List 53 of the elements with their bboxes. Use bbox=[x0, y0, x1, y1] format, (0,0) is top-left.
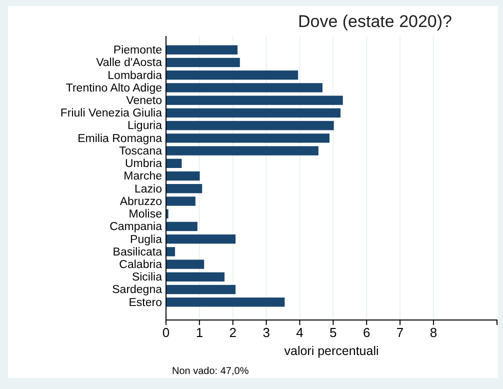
bar bbox=[166, 196, 196, 206]
y-tick-label: Trentino Alto Adige bbox=[66, 82, 162, 94]
x-tick-label: 6 bbox=[362, 325, 370, 340]
bar bbox=[166, 96, 343, 105]
y-tick-label: Lazio bbox=[134, 183, 162, 196]
bar bbox=[166, 171, 200, 181]
x-tick-label: 2 bbox=[229, 325, 236, 340]
y-tick-label: Campania bbox=[110, 221, 163, 234]
y-tick-label: Estero bbox=[128, 296, 162, 309]
chart-title: Dove (estate 2020)? bbox=[298, 12, 452, 31]
bar bbox=[166, 108, 341, 118]
y-tick-label: Calabria bbox=[119, 258, 163, 271]
x-tick-label: 4 bbox=[296, 325, 304, 340]
bar bbox=[166, 272, 225, 282]
text: Non vado: 47,0% bbox=[172, 366, 249, 377]
y-tick-label: Liguria bbox=[127, 120, 163, 132]
x-tick-label: 5 bbox=[330, 325, 337, 340]
bar bbox=[166, 70, 298, 80]
bar bbox=[166, 247, 176, 256]
y-tick-label: Emilia Romagna bbox=[78, 132, 163, 145]
y-tick-label: Valle d'Aosta bbox=[96, 57, 163, 70]
y-tick-label: Piemonte bbox=[113, 44, 162, 57]
x-tick-label: 7 bbox=[396, 325, 404, 340]
bar bbox=[166, 260, 204, 269]
bar bbox=[166, 45, 238, 54]
x-tick-label: 3 bbox=[262, 325, 270, 340]
x-tick-label: 0 bbox=[162, 325, 170, 340]
y-tick-label: Abruzzo bbox=[120, 196, 162, 208]
bar bbox=[166, 83, 322, 92]
bar bbox=[166, 58, 240, 68]
y-tick-label: Sardegna bbox=[112, 284, 163, 296]
y-tick-label: Friuli Venezia Giulia bbox=[60, 108, 163, 120]
bar bbox=[166, 146, 318, 156]
y-tick-label: Sicilia bbox=[132, 272, 163, 284]
bar bbox=[166, 284, 236, 294]
bar bbox=[166, 222, 198, 232]
y-tick-label: Veneto bbox=[126, 95, 162, 107]
bar bbox=[166, 158, 182, 168]
bar bbox=[166, 234, 236, 244]
y-tick-label: Lombardia bbox=[108, 70, 163, 82]
y-tick-label: Basilicata bbox=[112, 246, 163, 258]
bar bbox=[166, 120, 334, 130]
y-tick-label: Puglia bbox=[130, 234, 163, 246]
x-axis-title: valori percentuali bbox=[284, 344, 379, 358]
bar bbox=[166, 134, 330, 143]
x-tick-label: 8 bbox=[430, 325, 438, 340]
y-tick-label: Marche bbox=[124, 170, 162, 183]
y-tick-label: Toscana bbox=[119, 145, 163, 158]
bar bbox=[166, 184, 202, 194]
bar bbox=[166, 298, 285, 307]
y-tick-label: Umbria bbox=[124, 158, 163, 170]
y-tick-label: Molise bbox=[128, 208, 162, 221]
x-tick-label: 1 bbox=[196, 325, 204, 340]
